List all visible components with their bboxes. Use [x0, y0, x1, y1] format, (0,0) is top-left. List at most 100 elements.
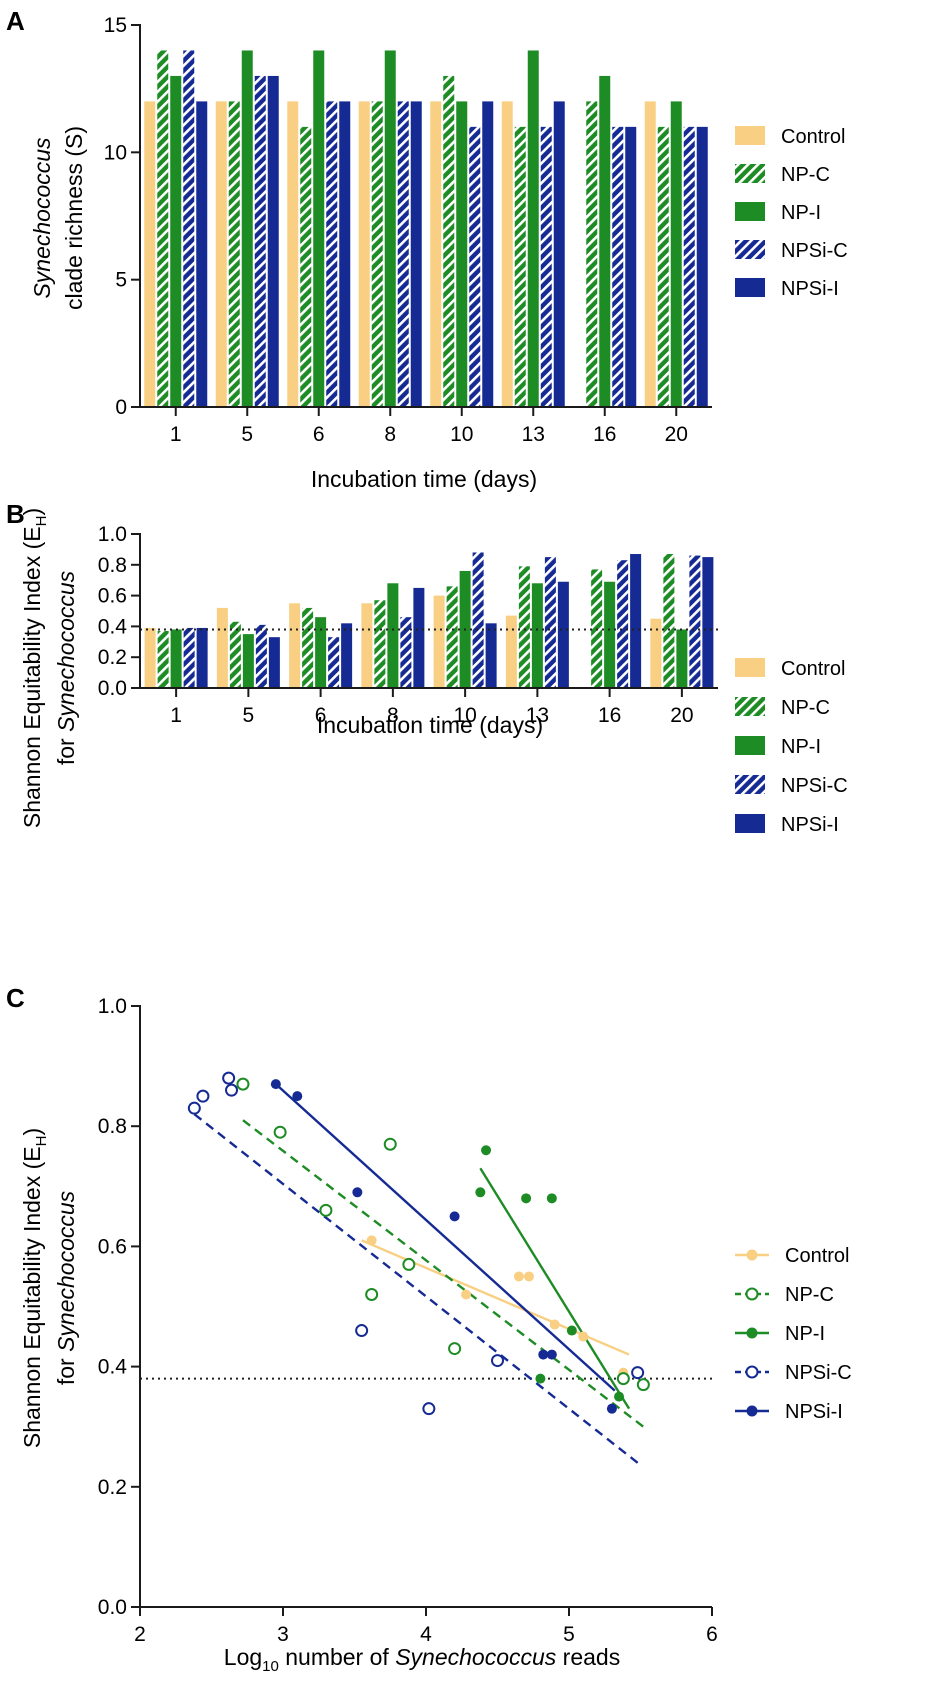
bar-npsi-i-day-1 — [196, 101, 208, 408]
bar-npsi-i-day-10 — [485, 623, 497, 688]
y-tick-label: 0.8 — [98, 554, 127, 577]
panel-c-x-axis-title: Log10 number of Synechococcus reads — [224, 1644, 620, 1675]
point-np-i — [475, 1187, 486, 1198]
x-tick-label: 5 — [243, 704, 255, 727]
point-npsi-c — [491, 1354, 504, 1368]
bar-npsi-c-day-10 — [472, 552, 484, 688]
point-control — [366, 1235, 377, 1246]
legend-label-npsi-c: NPSi-C — [781, 240, 848, 262]
panel-c-y-axis-title-line1: Shannon Equitability Index (EH) — [19, 1128, 50, 1448]
legend-label-np-i: NP-I — [781, 202, 821, 224]
point-control — [513, 1271, 524, 1282]
bar-np-c-day-20 — [663, 554, 675, 688]
point-npsi-c — [422, 1402, 436, 1416]
point-control — [549, 1319, 560, 1330]
x-tick-label: 16 — [593, 423, 616, 446]
legend-label-control: Control — [781, 126, 845, 148]
legend-swatch-control — [735, 658, 765, 677]
point-np-c — [616, 1372, 630, 1386]
bar-npsi-c-day-13 — [540, 126, 552, 407]
y-tick-label: 0.6 — [98, 585, 127, 608]
panel-a-y-axis-title-line1: Synechococcus — [29, 137, 55, 299]
panel-a-y-axis-title-line2: clade richness (S) — [61, 126, 87, 310]
y-tick-label: 0.4 — [98, 615, 128, 638]
bar-np-i-day-1 — [170, 629, 182, 688]
legend-swatch-npsi-i — [735, 278, 765, 297]
bar-npsi-i-day-6 — [339, 101, 351, 408]
point-npsi-i — [270, 1079, 281, 1090]
legend-label-npsi-c: NPSi-C — [781, 775, 848, 797]
bar-npsi-c-day-16 — [612, 126, 624, 407]
panel-b-y-axis-title-line2: for Synechococcus — [53, 570, 79, 765]
y-tick-label: 0.2 — [98, 1476, 127, 1499]
fit-line-np-i — [479, 1167, 631, 1410]
point-np-i — [546, 1193, 557, 1204]
legend-swatch-np-i — [735, 736, 765, 755]
bar-npsi-i-day-20 — [702, 557, 714, 688]
x-tick-label: 3 — [277, 1623, 289, 1646]
y-tick-label: 1.0 — [98, 523, 127, 546]
point-control — [523, 1271, 534, 1282]
y-tick-label: 0.4 — [98, 1356, 128, 1379]
bar-np-i-day-16 — [599, 75, 611, 407]
bar-control-day-20 — [644, 101, 656, 408]
bar-np-i-day-10 — [456, 101, 468, 408]
bar-np-c-day-1 — [157, 631, 169, 688]
bar-np-i-day-8 — [384, 50, 396, 407]
bar-np-i-day-8 — [387, 583, 399, 688]
y-tick-label: 0.2 — [98, 646, 127, 669]
y-tick-label: 0.8 — [98, 1115, 127, 1138]
point-np-c — [365, 1287, 379, 1301]
legend-label-npsi-i: NPSi-I — [781, 814, 839, 836]
bar-np-c-day-8 — [371, 101, 383, 408]
point-np-i — [566, 1325, 577, 1336]
x-tick-label: 16 — [598, 704, 621, 727]
bar-np-i-day-20 — [676, 629, 688, 688]
point-npsi-c — [225, 1083, 239, 1097]
y-tick-label: 0.6 — [98, 1235, 127, 1258]
bar-npsi-c-day-6 — [326, 101, 338, 408]
point-npsi-c — [187, 1101, 201, 1115]
legend-swatch-np-c — [735, 164, 765, 183]
legend-swatch-npsi-i — [735, 814, 765, 833]
bar-np-c-day-16 — [586, 101, 598, 408]
x-tick-label: 2 — [134, 1623, 146, 1646]
bar-npsi-c-day-16 — [617, 560, 629, 688]
bar-np-c-day-13 — [518, 566, 530, 688]
bar-npsi-i-day-6 — [341, 623, 353, 688]
bar-np-i-day-16 — [604, 581, 616, 688]
x-tick-label: 6 — [313, 423, 325, 446]
x-tick-label: 1 — [170, 423, 182, 446]
fit-line-npsi-i — [275, 1083, 616, 1392]
x-tick-label: 5 — [241, 423, 253, 446]
x-tick-label: 10 — [453, 704, 476, 727]
point-np-i — [521, 1193, 532, 1204]
bar-npsi-i-day-5 — [267, 75, 279, 407]
bar-np-c-day-6 — [302, 607, 314, 688]
point-npsi-c — [196, 1089, 210, 1103]
panel-b-y-axis-title-line1: Shannon Equitability Index (EH) — [19, 508, 50, 828]
legend-marker-np-i — [746, 1327, 758, 1339]
point-npsi-c — [355, 1324, 369, 1338]
x-tick-label: 6 — [706, 1623, 718, 1646]
x-tick-label: 4 — [420, 1623, 432, 1646]
bar-npsi-i-day-16 — [625, 126, 637, 407]
bar-control-day-1 — [144, 627, 156, 688]
y-tick-label: 5 — [115, 269, 127, 292]
x-tick-label: 10 — [450, 423, 473, 446]
legend-label-np-c: NP-C — [781, 164, 830, 186]
bar-np-c-day-6 — [300, 126, 312, 407]
x-tick-label: 6 — [315, 704, 327, 727]
point-npsi-i — [606, 1403, 617, 1414]
bar-npsi-c-day-8 — [400, 617, 412, 688]
legend-swatch-np-i — [735, 202, 765, 221]
bar-npsi-c-day-10 — [469, 126, 481, 407]
x-tick-label: 13 — [526, 704, 549, 727]
point-npsi-i — [292, 1091, 303, 1102]
bar-npsi-c-day-1 — [183, 50, 195, 407]
bar-control-day-13 — [501, 101, 513, 408]
legend-label-npsi-i: NPSi-I — [781, 278, 839, 300]
bar-np-c-day-5 — [228, 101, 240, 408]
